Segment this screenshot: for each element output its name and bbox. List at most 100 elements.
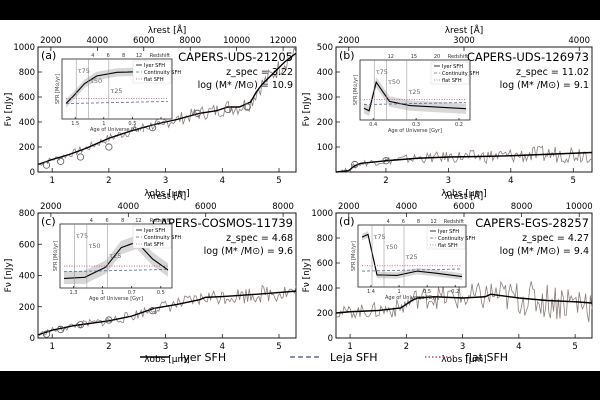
legend-label: flat SFH <box>465 351 508 364</box>
y-tick-label: 200 <box>19 143 35 153</box>
inset-legend-label: Iyer SFH <box>144 63 165 69</box>
x2-tick-label: 3000 <box>453 36 475 46</box>
inset-x2-tick-label: 12 <box>135 218 141 224</box>
inset-x2-tick-label: 8 <box>122 53 125 59</box>
y-tick-label: 800 <box>317 234 333 244</box>
inset-y-label: SFR [M⊙/yr] <box>353 75 359 105</box>
redshift-label: z_spec = 11.02 <box>516 67 589 78</box>
sfh-uncertainty <box>66 66 168 108</box>
tau-label: τ50 <box>90 77 102 85</box>
inset-x-tick-label: 0.5 <box>423 289 431 295</box>
x-tick-label: 1 <box>347 342 352 352</box>
photometry-point <box>57 157 65 165</box>
inset-x2-tick-label: 4 <box>90 218 93 224</box>
x2-tick-label: 4000 <box>117 202 139 212</box>
inset-x2-tick-label: 8 <box>417 219 420 225</box>
inset-x-tick-label: 0.3 <box>157 121 165 127</box>
inset-x2-tick-label: 6 <box>402 219 405 225</box>
inset-x2-tick-label: 15 <box>411 54 417 60</box>
y-tick-label: 200 <box>317 118 333 128</box>
inset-x-label: Age of Universe [Gyr] <box>89 296 143 302</box>
x2-axis-label: λrest [Å] <box>445 24 484 36</box>
sfh-uncertainty <box>364 77 466 116</box>
model-spectrum <box>37 290 297 336</box>
inset-x2-tick-label: 12 <box>388 54 394 60</box>
y-tick-label: 0 <box>30 168 35 178</box>
inset-x-tick-label: 1.5 <box>71 121 79 127</box>
tau-label: τ75 <box>78 67 90 75</box>
inset-legend-label: Iyer SFH <box>144 228 165 234</box>
y-tick-label: 1000 <box>13 43 35 53</box>
inset-x-tick-label: 0.4 <box>369 122 377 128</box>
inset-legend-label: Iyer SFH <box>442 64 463 70</box>
x-axis-label: λobs [μm] <box>144 355 190 365</box>
inset-legend-box <box>132 60 172 84</box>
tau-label: τ50 <box>388 78 400 86</box>
inset-x-tick-label: 0.5 <box>128 121 136 127</box>
x-tick-label: 5 <box>276 176 281 186</box>
tau-label: τ25 <box>109 252 121 260</box>
y-tick-label: 800 <box>19 68 35 78</box>
tau-label: τ25 <box>110 87 122 95</box>
tau-label: τ75 <box>376 68 388 76</box>
x-tick-label: 4 <box>508 176 513 186</box>
object-name: CAPERS-EGS-28257 <box>475 216 589 230</box>
x2-tick-label: 8000 <box>511 202 533 212</box>
photometry-point <box>193 109 201 117</box>
y-tick-label: 0 <box>30 334 35 344</box>
inset-legend-box <box>132 225 172 249</box>
iyer-sfh-line <box>65 70 169 104</box>
y-axis-label: Fν [nJy] <box>302 93 312 127</box>
inset-x-label: Age of Universe [Gyr] <box>388 128 442 134</box>
mass-label: log (M* /M⊙) = 9.6 <box>204 246 293 257</box>
inset-x2-tick-label: 12 <box>136 53 142 59</box>
inset-x2-label: Redshift <box>444 219 464 225</box>
x2-tick-label: 6000 <box>195 202 217 212</box>
figure-legend: Iyer SFH Leja SFH flat SFH <box>140 351 508 364</box>
inset-x-tick-label: 0.2 <box>451 289 459 295</box>
inset-y-label: SFR [M⊙/yr] <box>53 241 59 271</box>
x-tick-label: 2 <box>404 342 409 352</box>
x2-tick-label: 2000 <box>338 202 360 212</box>
x-tick-label: 5 <box>571 176 576 186</box>
x-tick-label: 2 <box>106 176 111 186</box>
y-tick-label: 300 <box>317 93 333 103</box>
sfh-inset: 0.4 0.3 0.2 Age of Universe [Gyr] 12 15 20 Reds… <box>353 54 479 134</box>
photometry-point <box>351 160 359 169</box>
x-tick-label: 5 <box>276 342 281 352</box>
object-name: CAPERS-COSMOS-11739 <box>152 216 293 230</box>
photometry-point <box>42 330 51 338</box>
inset-legend-label: flat SFH <box>442 78 462 84</box>
x2-tick-label: 8000 <box>179 36 201 46</box>
inset-x-tick-label: 1.4 <box>367 289 375 295</box>
inset-x2-tick-label: 4 <box>387 219 390 225</box>
inset-x-tick-label: 1 <box>102 121 105 127</box>
plot-frame <box>37 46 297 173</box>
redshift-label: z_spec = 4.68 <box>226 233 293 244</box>
x-axis-label: λobs [μm] <box>441 189 487 199</box>
y-tick-label: 200 <box>19 303 35 313</box>
model-spectrum <box>335 151 593 173</box>
continuity-sfh-line <box>65 101 169 104</box>
sfh-inset: 1.4 1 0.5 0.2 Age of Universe [Gyr] 4 6 8 12 Reds… <box>351 219 475 301</box>
inset-legend-label: Continuity SFH <box>438 236 475 242</box>
inset-x2-tick-label: 6 <box>107 53 110 59</box>
continuity-sfh-line <box>363 102 467 105</box>
inset-legend-label: Continuity SFH <box>144 235 181 241</box>
photometry-point <box>42 161 51 169</box>
panel-letter: (d) <box>339 215 355 228</box>
y-tick-label: 1000 <box>311 209 333 219</box>
photometry-point <box>105 143 113 151</box>
tau-label: τ25 <box>406 253 418 261</box>
y-axis-label: Fν [nJy] <box>4 93 14 127</box>
photometry-point <box>224 105 232 114</box>
inset-x-label: Age of Universe [Gyr] <box>90 127 144 133</box>
x-tick-label: 4 <box>220 176 225 186</box>
inset-x-tick-label: 1 <box>101 290 104 296</box>
x-tick-label: 2 <box>106 342 111 352</box>
x-tick-label: 4 <box>516 342 521 352</box>
x2-axis-label: λrest [Å] <box>148 190 187 202</box>
tau-label: τ50 <box>386 243 398 251</box>
